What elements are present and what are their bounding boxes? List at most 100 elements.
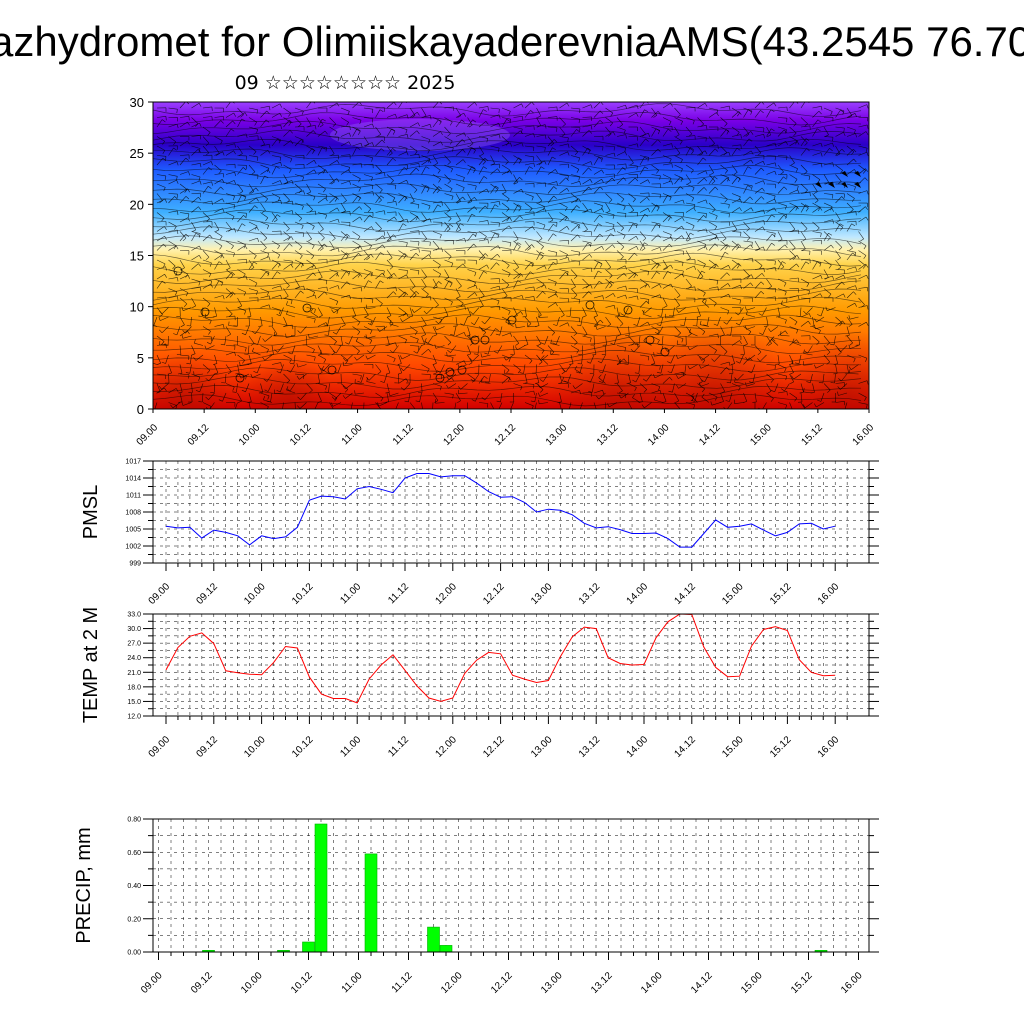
- wind-barb: [375, 172, 385, 175]
- wind-barb-flag: [623, 358, 627, 363]
- wind-barb-flag: [161, 217, 165, 222]
- wind-barb: [616, 373, 619, 383]
- wind-barb-flag: [601, 169, 604, 174]
- wind-barb-flag: [532, 156, 535, 161]
- wind-barb: [793, 373, 802, 380]
- wind-barb-flag: [447, 342, 452, 346]
- wind-barb: [766, 102, 775, 109]
- wind-barb-flag: [207, 132, 211, 136]
- wind-barb: [214, 221, 220, 230]
- wind-barb-flag: [549, 219, 554, 223]
- wind-barb-flag: [752, 401, 757, 403]
- wind-barb: [329, 196, 337, 204]
- wind-barb-flag: [814, 324, 816, 329]
- wind-barb: [708, 236, 718, 242]
- wind-barb: [398, 274, 407, 280]
- wind-barb-flag: [342, 395, 346, 399]
- wind-barb: [409, 193, 415, 202]
- wind-barb: [639, 300, 647, 308]
- wind-barb-flag: [853, 129, 856, 134]
- wind-pennant: [854, 182, 861, 188]
- wind-barb: [205, 316, 215, 319]
- wind-barb-flag: [609, 122, 613, 127]
- wind-barb-flag: [425, 166, 430, 169]
- wind-barb: [260, 144, 270, 147]
- wind-barb-flag: [836, 153, 841, 156]
- wind-barb: [421, 159, 430, 166]
- wind-barb-flag: [625, 294, 627, 299]
- wind-barb: [321, 368, 330, 375]
- wind-barb-flag: [866, 190, 869, 195]
- wind-barb-flag: [462, 263, 466, 268]
- wind-barb: [613, 335, 618, 345]
- wind-barb: [570, 129, 577, 137]
- wind-barb: [746, 383, 756, 387]
- wind-barb: [654, 354, 664, 357]
- wind-barb: [639, 214, 645, 223]
- wind-barb: [352, 174, 361, 179]
- wind-barb-flag: [588, 291, 592, 295]
- wind-barb: [202, 316, 212, 321]
- wind-barb-flag: [671, 143, 673, 148]
- wind-barb: [582, 243, 588, 251]
- wind-barb: [214, 240, 223, 247]
- wind-barb: [674, 297, 680, 306]
- wind-barb: [237, 245, 246, 251]
- wind-barb: [616, 392, 627, 395]
- wind-barb-flag: [540, 342, 545, 345]
- wind-barb: [444, 259, 454, 264]
- wind-barb: [674, 326, 681, 334]
- wind-barb-flag: [608, 199, 613, 203]
- wind-barb-flag: [268, 295, 271, 300]
- wind-barb: [455, 159, 464, 166]
- wind-barb-flag: [429, 251, 431, 256]
- wind-barb: [642, 313, 652, 318]
- wind-barb: [340, 169, 349, 175]
- wind-barb: [720, 231, 727, 239]
- wind-barb: [280, 364, 284, 374]
- wind-barb-flag: [418, 163, 420, 168]
- wind-barb-flag: [728, 294, 731, 299]
- wind-barb: [593, 214, 600, 223]
- wind-barb: [214, 208, 223, 213]
- calm-marker: [445, 367, 455, 377]
- wind-barb: [823, 354, 831, 363]
- wind-barb-flag: [336, 160, 340, 165]
- wind-barb: [283, 236, 292, 242]
- wind-barb: [812, 293, 821, 299]
- wind-barb-flag: [521, 103, 524, 108]
- wind-barb-flag: [241, 223, 246, 226]
- wind-barb: [777, 261, 783, 270]
- wind-barb-flag: [494, 232, 499, 236]
- wind-barb: [444, 250, 452, 257]
- wind-barb-flag: [429, 124, 432, 129]
- wind-barb-flag: [598, 371, 603, 374]
- wind-barb: [555, 335, 560, 345]
- wind-barb: [743, 183, 753, 187]
- wind-barb-flag: [853, 291, 857, 295]
- wind-barb-flag: [405, 148, 408, 153]
- wind-barb: [202, 126, 211, 133]
- wind-barb: [582, 116, 592, 118]
- x-tick-label: 14.00: [646, 422, 672, 448]
- wind-barb: [179, 157, 187, 166]
- wind-barb-flag: [848, 344, 851, 349]
- wind-barb-flag: [204, 345, 207, 350]
- wind-barb-flag: [820, 275, 823, 280]
- wind-barb: [386, 316, 394, 324]
- wind-barb: [225, 315, 236, 318]
- wind-barb: [858, 131, 867, 137]
- wind-barb: [774, 383, 779, 393]
- wind-barb-flag: [450, 301, 453, 306]
- wind-barb: [340, 233, 347, 242]
- wind-barb: [574, 369, 583, 375]
- wind-barb: [547, 156, 553, 166]
- wind-barb-flag: [231, 271, 236, 276]
- wind-barb-flag: [336, 273, 340, 277]
- wind-barb-flag: [598, 223, 602, 226]
- wind-barb: [343, 364, 353, 367]
- wind-barb: [248, 278, 258, 284]
- wind-barb-flag: [265, 198, 268, 203]
- wind-barb-flag: [423, 310, 427, 315]
- wind-barb-flag: [774, 198, 777, 203]
